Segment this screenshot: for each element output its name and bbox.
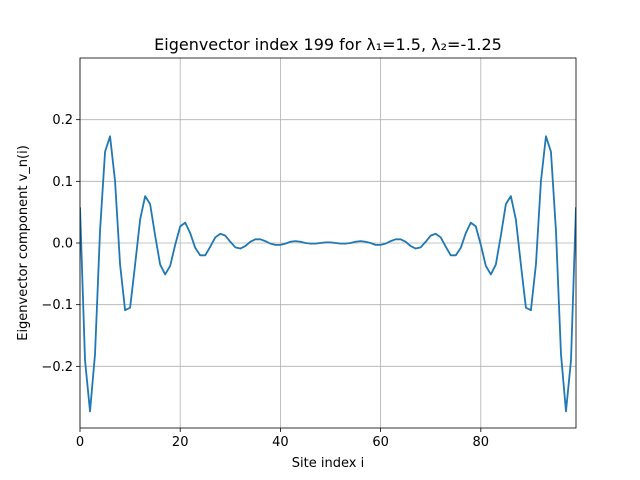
series-line	[80, 135, 576, 413]
x-tick-label: 20	[172, 435, 189, 450]
axis-ticks: 0 20 40 60 80 −0.2 −0.1 0.0 0.1 0.2	[41, 113, 489, 450]
plot-area	[80, 135, 576, 413]
plot-frame	[79, 57, 577, 429]
y-tick-label: −0.2	[41, 360, 73, 375]
x-tick-label: 60	[372, 435, 389, 450]
y-tick-label: 0.2	[52, 113, 73, 128]
y-axis-label: Eigenvector component v_n(i)	[16, 145, 31, 341]
x-tick-label: 0	[76, 435, 84, 450]
x-axis-label: Site index i	[292, 456, 364, 471]
x-tick-label: 80	[473, 435, 490, 450]
x-tick-label: 40	[272, 435, 289, 450]
y-tick-label: −0.1	[41, 298, 73, 313]
chart-title: Eigenvector index 199 for λ₁=1.5, λ₂=-1.…	[154, 35, 502, 54]
y-tick-label: 0.1	[52, 175, 73, 190]
y-tick-label: 0.0	[52, 237, 73, 252]
